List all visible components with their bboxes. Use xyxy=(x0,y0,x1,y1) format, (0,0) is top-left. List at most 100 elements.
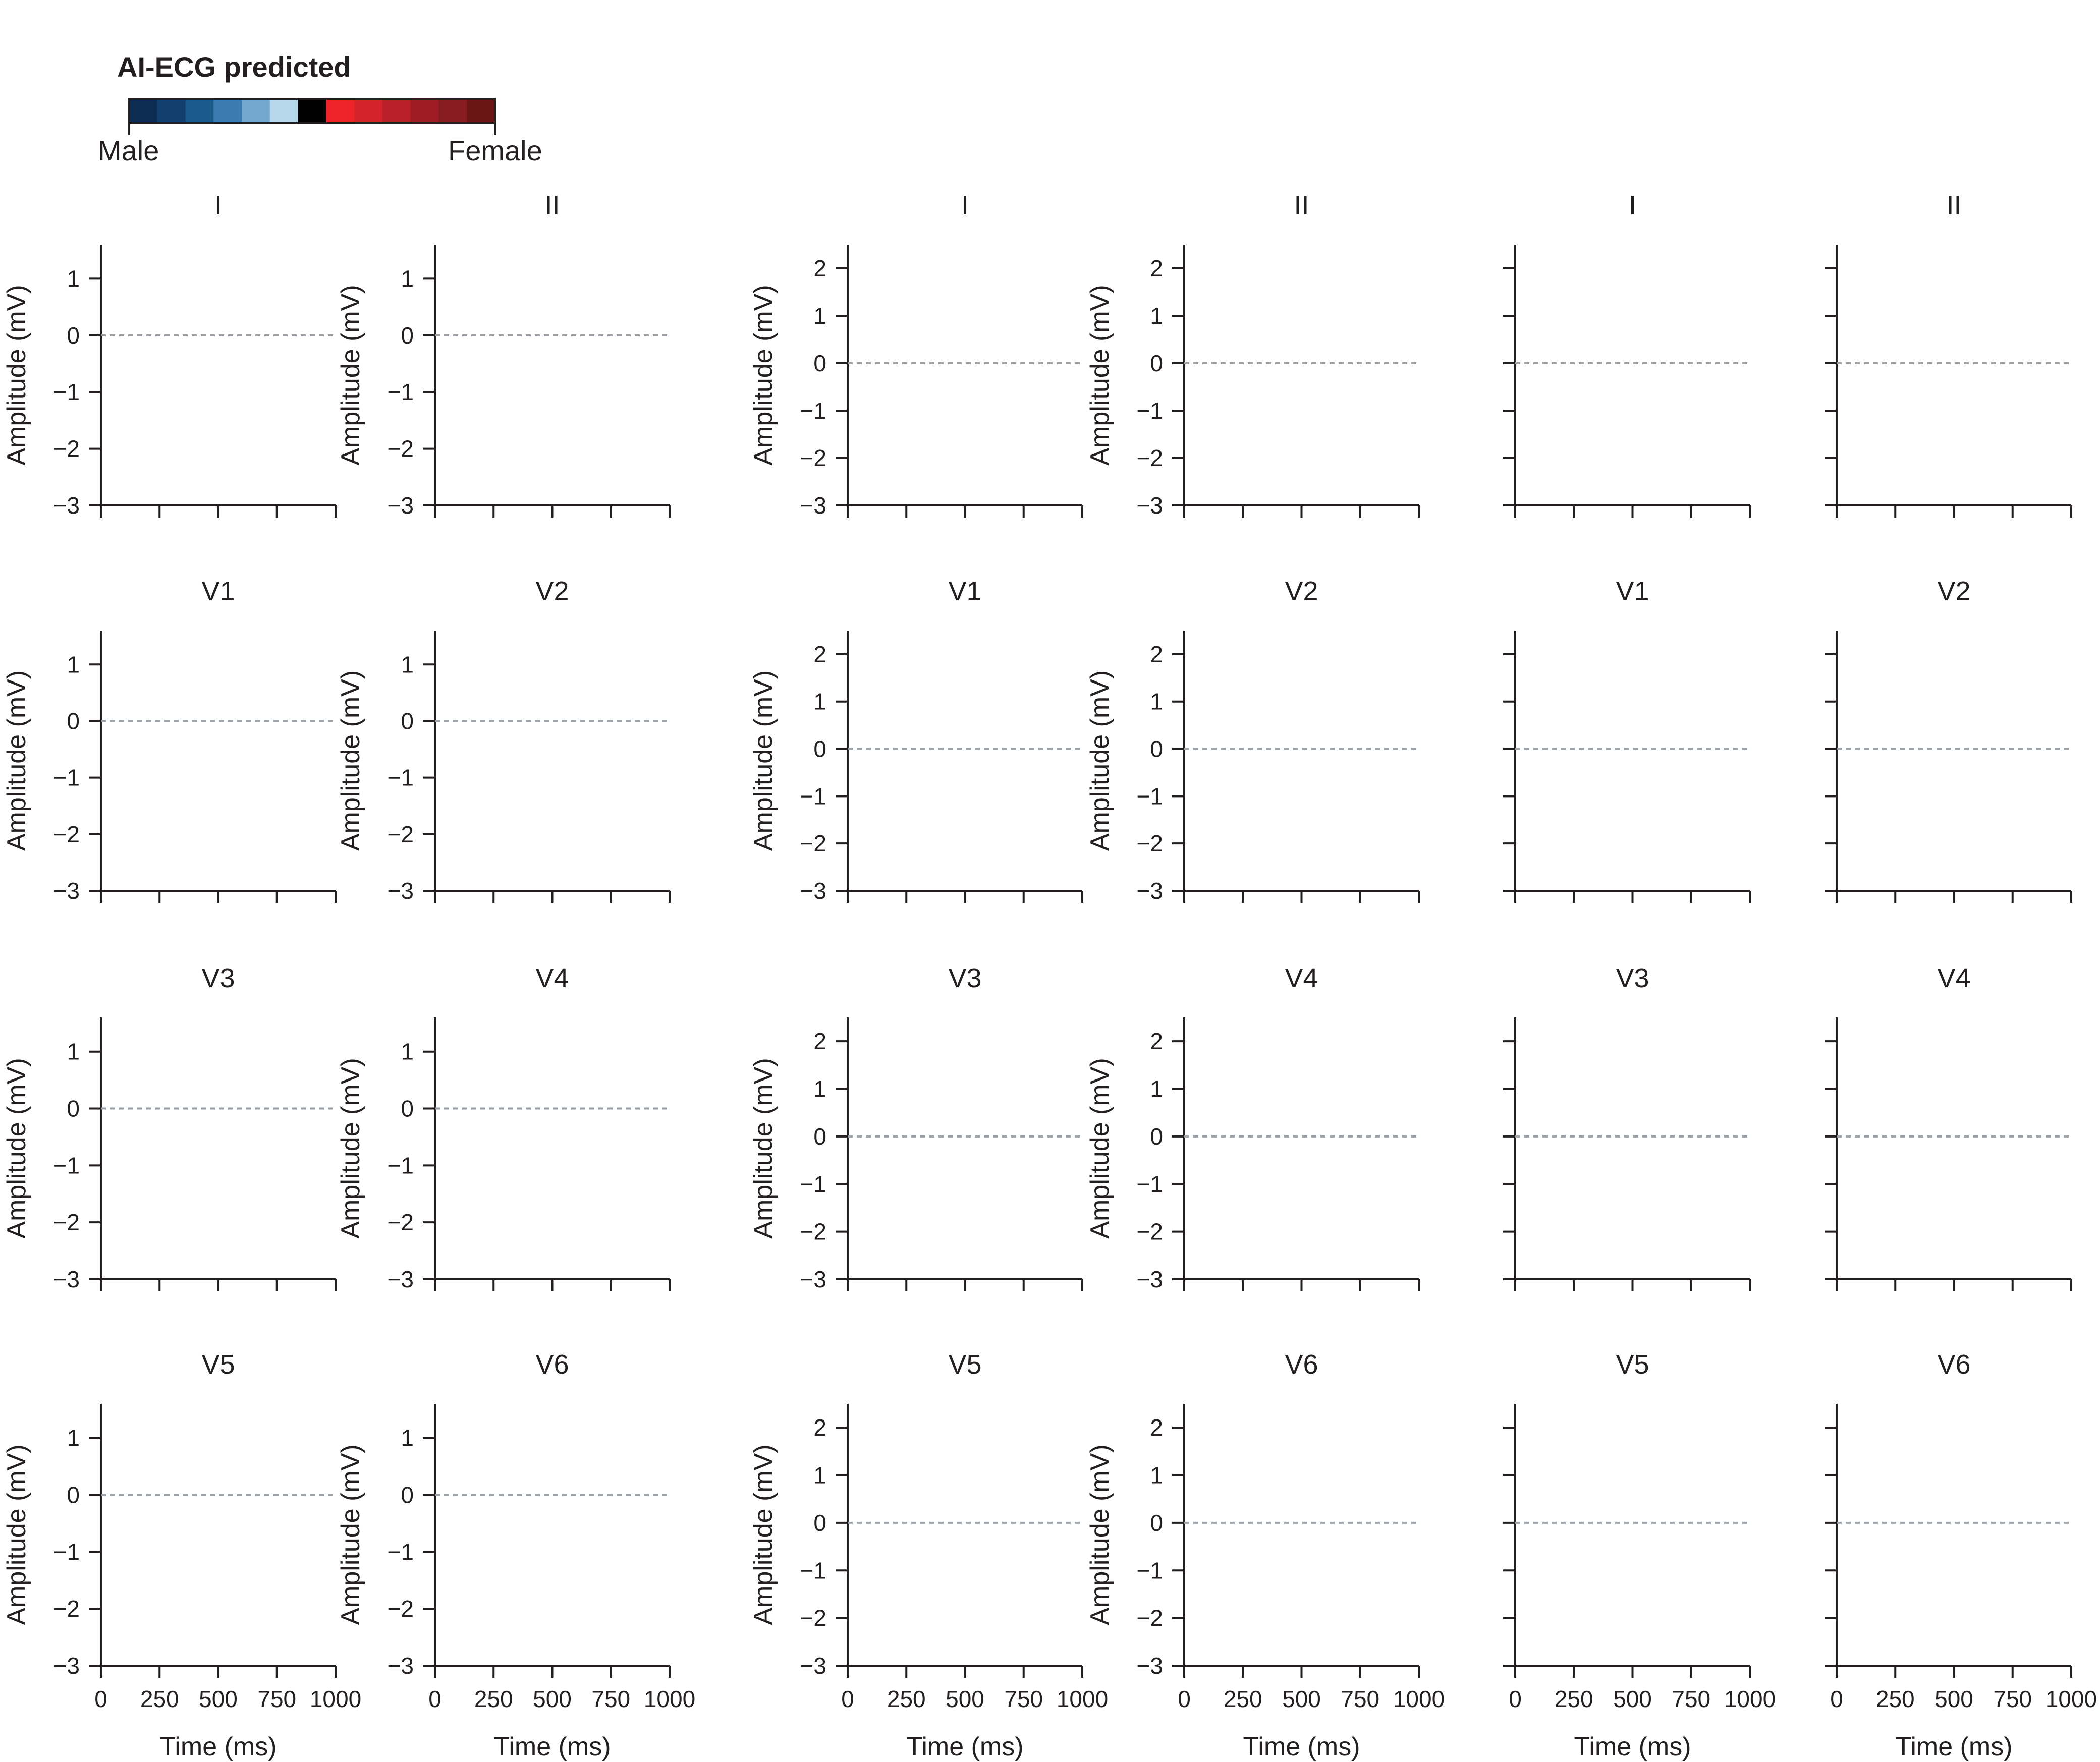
y-axis-label: Amplitude (mV) xyxy=(336,1058,365,1238)
x-tick-label: 250 xyxy=(887,1686,926,1712)
y-tick-label: −3 xyxy=(388,1266,414,1292)
x-tick-label: 250 xyxy=(474,1686,513,1712)
y-tick-label: 1 xyxy=(1150,303,1163,329)
y-tick-label: 0 xyxy=(1150,1510,1163,1536)
x-tick-label: 0 xyxy=(1178,1686,1191,1712)
y-tick-label: 1 xyxy=(1150,1076,1163,1102)
y-tick-label: −1 xyxy=(53,765,80,791)
y-tick-label: 0 xyxy=(67,322,80,349)
x-tick-label: 1000 xyxy=(1057,1686,1108,1712)
colorbar-swatch xyxy=(242,99,270,123)
x-tick-label: 750 xyxy=(1004,1686,1043,1712)
x-tick-label: 500 xyxy=(533,1686,572,1712)
ecg-panel: V2 xyxy=(1825,576,2072,903)
y-tick-label: −2 xyxy=(800,830,826,857)
x-tick-label: 0 xyxy=(1509,1686,1522,1712)
y-tick-label: −3 xyxy=(800,492,826,519)
panel-title: I xyxy=(961,190,969,220)
y-tick-label: −1 xyxy=(800,1557,826,1583)
y-tick-label: −1 xyxy=(388,765,414,791)
colorbar-female-label: Female xyxy=(448,135,542,166)
panel-title: V4 xyxy=(1285,963,1318,993)
panel-title: V3 xyxy=(1616,963,1649,993)
panel-title: II xyxy=(544,190,560,220)
y-tick-label: −3 xyxy=(53,492,80,519)
y-tick-label: −1 xyxy=(1137,397,1163,424)
y-tick-label: −2 xyxy=(388,1209,414,1235)
ecg-panel: V6 −3 −2 −1 0 1 Amplitude (mV) 0 250 500 750 1000 Ti… xyxy=(336,1349,695,1761)
x-tick-label: 500 xyxy=(1935,1686,1973,1712)
y-tick-label: −3 xyxy=(53,1266,80,1292)
colorbar-swatch xyxy=(382,99,411,123)
y-tick-label: −2 xyxy=(53,821,80,847)
x-axis-label: Time (ms) xyxy=(493,1732,611,1761)
y-tick-label: 2 xyxy=(1150,1414,1163,1441)
panel-title: V5 xyxy=(948,1349,981,1380)
y-tick-label: −1 xyxy=(800,397,826,424)
ecg-panel: I −3 −2 −1 0 1 2 Amplitude (mV) xyxy=(749,190,1083,519)
y-tick-label: −3 xyxy=(1137,1653,1163,1679)
x-tick-label: 500 xyxy=(1282,1686,1321,1712)
y-tick-label: −3 xyxy=(388,878,414,904)
y-tick-label: −1 xyxy=(388,379,414,405)
ecg-panel: II −3 −2 −1 0 1 2 Amplitude (mV) xyxy=(1085,190,1420,519)
y-tick-label: 0 xyxy=(67,1096,80,1122)
ecg-panel: V3 −3 −2 −1 0 1 Amplitude (mV) xyxy=(2,963,337,1292)
ecg-panel: V6 −3 −2 −1 0 1 2 Amplitude (mV) 0 250 500 750 1000 T… xyxy=(1085,1349,1445,1761)
y-tick-label: 2 xyxy=(813,255,826,281)
panel-title: V3 xyxy=(201,963,235,993)
x-tick-label: 750 xyxy=(257,1686,296,1712)
ecg-panel: V4 xyxy=(1825,963,2072,1291)
y-tick-label: −2 xyxy=(388,1596,414,1622)
x-axis-label: Time (ms) xyxy=(1243,1732,1360,1761)
ecg-panel: V1 −3 −2 −1 0 1 2 Amplitude (mV) xyxy=(749,576,1083,904)
panel-title: V6 xyxy=(535,1349,569,1380)
y-tick-label: 0 xyxy=(813,736,826,762)
y-tick-label: 1 xyxy=(1150,689,1163,715)
colorbar-swatch xyxy=(129,99,158,123)
x-axis-label: Time (ms) xyxy=(1895,1732,2012,1761)
panel-title: V6 xyxy=(1937,1349,1970,1380)
colorbar-swatch xyxy=(410,99,439,123)
y-tick-label: −2 xyxy=(1137,1605,1163,1631)
colorbar-swatch xyxy=(157,99,186,123)
y-tick-label: −2 xyxy=(1137,445,1163,471)
y-tick-label: −1 xyxy=(388,1152,414,1178)
y-axis-label: Amplitude (mV) xyxy=(749,1058,778,1238)
y-tick-label: 1 xyxy=(67,1425,80,1451)
y-tick-label: 1 xyxy=(67,1039,80,1065)
y-tick-label: −3 xyxy=(388,1653,414,1679)
panel-title: I xyxy=(1629,190,1636,220)
colorbar-swatch xyxy=(269,99,299,123)
y-tick-label: 0 xyxy=(401,708,414,734)
x-tick-label: 250 xyxy=(140,1686,179,1712)
colorbar-swatch xyxy=(354,99,383,123)
y-tick-label: 1 xyxy=(401,1039,414,1065)
x-tick-label: 500 xyxy=(199,1686,238,1712)
y-tick-label: 1 xyxy=(401,265,414,292)
y-tick-label: −1 xyxy=(388,1539,414,1565)
y-tick-label: −2 xyxy=(800,1219,826,1245)
colorbar-legend: AI-ECG predicted Male Female xyxy=(98,51,542,166)
y-tick-label: −3 xyxy=(388,492,414,519)
x-tick-label: 750 xyxy=(591,1686,630,1712)
panel-title: I xyxy=(214,190,222,220)
y-tick-label: 1 xyxy=(813,303,826,329)
y-axis-label: Amplitude (mV) xyxy=(2,670,31,851)
x-axis-label: Time (ms) xyxy=(1574,1732,1691,1761)
x-tick-label: 0 xyxy=(841,1686,854,1712)
colorbar-swatch xyxy=(438,99,467,123)
colorbar-swatch xyxy=(185,99,214,123)
x-tick-label: 1000 xyxy=(1724,1686,1776,1712)
y-axis-label: Amplitude (mV) xyxy=(336,1444,365,1625)
y-tick-label: 1 xyxy=(1150,1462,1163,1489)
y-tick-label: −3 xyxy=(800,878,826,904)
ecg-panel: V5 −3 −2 −1 0 1 2 Amplitude (mV) 0 250 500 750 1000 T… xyxy=(749,1349,1108,1761)
y-tick-label: −2 xyxy=(53,1209,80,1235)
ecg-panel: V4 −3 −2 −1 0 1 2 Amplitude (mV) xyxy=(1085,963,1420,1292)
ecg-panel: V2 −3 −2 −1 0 1 2 Amplitude (mV) xyxy=(1085,576,1420,904)
panel-title: V2 xyxy=(535,576,569,606)
colorbar-swatches xyxy=(129,99,495,123)
